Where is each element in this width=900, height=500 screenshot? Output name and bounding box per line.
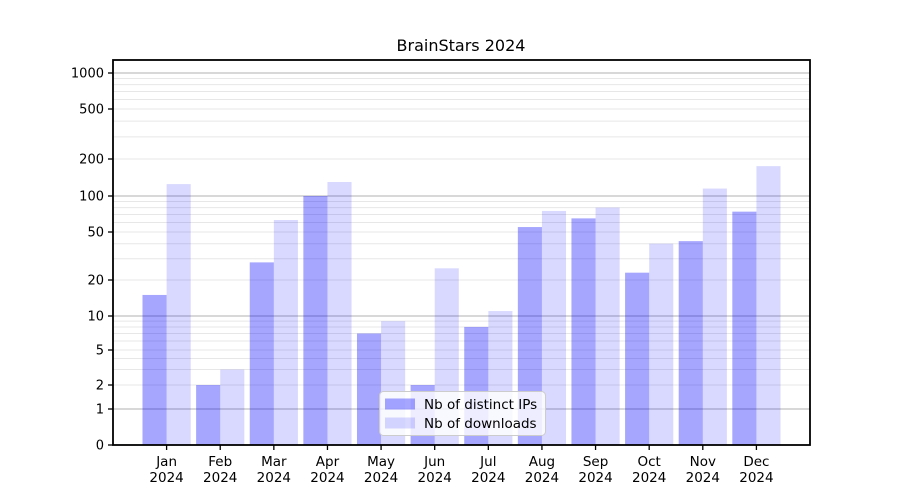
y-tick-label: 0 (96, 439, 104, 454)
bar-may-distinct-ips (356, 333, 382, 445)
legend-swatch-downloads (385, 417, 415, 429)
y-tick-label: 5 (96, 344, 104, 359)
y-tick-label: 1 (96, 403, 104, 418)
x-tick-label: Oct 2024 (632, 454, 666, 486)
bar-apr-downloads (327, 181, 352, 446)
legend-frame (379, 391, 546, 436)
x-tick-label: Sep 2024 (578, 454, 612, 486)
bar-nov-distinct-ips (678, 241, 703, 445)
x-tick-label: Jun 2024 (418, 454, 452, 486)
bar-sep-distinct-ips (571, 218, 596, 445)
y-tick-label: 1000 (71, 67, 104, 82)
bar-feb-distinct-ips (196, 385, 221, 445)
bar-jan-distinct-ips (142, 294, 167, 445)
bar-dec-distinct-ips (732, 211, 757, 445)
legend: Nb of distinct IPs Nb of downloads (379, 391, 546, 436)
axis-ticks (108, 72, 758, 450)
bar-sep-downloads (595, 207, 620, 445)
x-tick-label: May 2024 (364, 454, 398, 486)
legend-label-distinct-ips: Nb of distinct IPs (424, 397, 537, 413)
bar-nov-downloads (702, 188, 727, 445)
bar-apr-distinct-ips (303, 196, 328, 445)
bars (142, 166, 781, 446)
x-tick-label: Aug 2024 (525, 454, 559, 486)
bar-mar-downloads (273, 219, 298, 445)
bar-oct-downloads (649, 243, 674, 445)
y-tick-label: 20 (87, 274, 104, 289)
y-tick-label: 100 (79, 190, 104, 205)
y-tick-label: 2 (96, 379, 104, 394)
legend-label-downloads: Nb of downloads (424, 416, 537, 432)
chart-title: BrainStars 2024 (397, 36, 526, 55)
x-tick-label: Feb 2024 (203, 454, 237, 486)
y-tick-label: 10 (87, 310, 104, 325)
bar-dec-downloads (756, 166, 781, 445)
x-tick-label: Apr 2024 (310, 454, 344, 486)
axes-frame (112, 59, 811, 446)
bar-jan-downloads (166, 184, 191, 445)
x-tick-label: Jul 2024 (471, 454, 505, 486)
bar-mar-distinct-ips (249, 262, 274, 445)
x-tick-label: Dec 2024 (739, 454, 773, 486)
y-tick-label: 200 (79, 153, 104, 168)
bar-feb-downloads (220, 369, 245, 445)
x-tick-label: Mar 2024 (257, 454, 291, 486)
y-tick-label: 500 (79, 103, 104, 118)
x-tick-label: Nov 2024 (686, 454, 720, 486)
legend-swatch-distinct-ips (385, 398, 415, 410)
axis-labels: 0 1 2 5 10 20 50 100 200 500 1000 Jan 2024 Feb 2024 Mar… (71, 67, 774, 487)
x-tick-label: Jan 2024 (149, 454, 183, 486)
bar-oct-distinct-ips (625, 272, 650, 445)
y-tick-label: 50 (87, 226, 104, 241)
